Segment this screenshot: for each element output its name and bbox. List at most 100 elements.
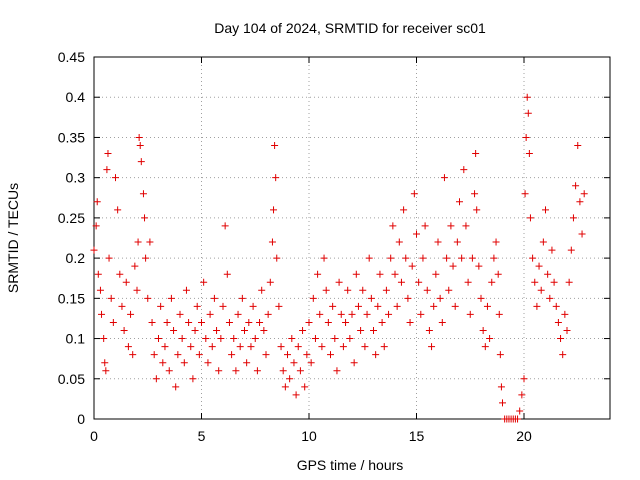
data-point	[430, 302, 438, 310]
data-point	[245, 318, 253, 326]
data-point	[279, 367, 287, 375]
data-point	[580, 190, 588, 198]
data-point	[387, 254, 395, 262]
data-point	[210, 294, 218, 302]
data-point	[576, 198, 584, 206]
data-point	[165, 367, 173, 375]
data-point	[352, 270, 360, 278]
data-point	[486, 335, 494, 343]
data-point	[425, 327, 433, 335]
data-point	[90, 246, 98, 254]
x-tick-label: 10	[301, 428, 317, 444]
data-point	[172, 383, 180, 391]
data-point	[440, 174, 448, 182]
data-point	[445, 286, 453, 294]
data-point	[290, 359, 298, 367]
data-point	[406, 318, 414, 326]
data-point	[391, 270, 399, 278]
data-point	[559, 351, 567, 359]
data-point	[122, 278, 130, 286]
data-point	[574, 141, 582, 149]
data-point	[550, 278, 558, 286]
data-point	[518, 391, 526, 399]
data-point	[529, 254, 537, 262]
data-point	[350, 359, 358, 367]
data-point	[460, 166, 468, 174]
data-point	[404, 294, 412, 302]
data-point	[348, 310, 356, 318]
data-point	[273, 254, 281, 262]
data-point	[271, 141, 279, 149]
data-point	[443, 254, 451, 262]
y-tick-label: 0.45	[58, 49, 85, 65]
data-point	[268, 238, 276, 246]
data-point	[247, 343, 255, 351]
data-point	[303, 351, 311, 359]
data-point	[182, 286, 190, 294]
data-point	[142, 254, 150, 262]
data-point	[251, 335, 259, 343]
data-point	[284, 351, 291, 359]
data-point	[567, 246, 575, 254]
data-point	[146, 238, 154, 246]
data-point	[456, 198, 463, 206]
y-tick-label: 0.1	[66, 331, 86, 347]
data-point	[150, 351, 158, 359]
data-point	[101, 359, 109, 367]
data-point	[100, 335, 108, 343]
data-point	[464, 278, 472, 286]
data-point	[393, 302, 401, 310]
data-point	[320, 254, 328, 262]
data-point	[483, 302, 491, 310]
data-point	[316, 310, 324, 318]
data-point	[417, 310, 425, 318]
data-point	[413, 230, 420, 238]
data-point	[365, 254, 373, 262]
data-point	[202, 335, 210, 343]
data-point	[189, 375, 197, 383]
data-point	[225, 318, 233, 326]
data-point	[367, 294, 375, 302]
data-point	[105, 254, 113, 262]
data-point	[296, 367, 304, 375]
data-point	[578, 230, 586, 238]
data-point	[94, 270, 102, 278]
data-point	[120, 327, 128, 335]
data-point	[361, 343, 369, 351]
x-axis-label: GPS time / hours	[297, 457, 404, 473]
data-point	[124, 343, 132, 351]
data-point	[428, 343, 436, 351]
data-point	[447, 222, 455, 230]
data-point	[107, 294, 115, 302]
data-point	[223, 270, 231, 278]
y-tick-label: 0	[77, 411, 85, 427]
data-point	[477, 294, 485, 302]
data-point	[520, 375, 528, 383]
data-point	[167, 294, 175, 302]
y-tick-label: 0.25	[58, 210, 85, 226]
data-point	[170, 327, 178, 335]
data-point	[471, 190, 479, 198]
data-point	[136, 141, 144, 149]
data-point	[569, 214, 577, 222]
data-point	[492, 238, 500, 246]
data-point	[180, 359, 188, 367]
data-point	[359, 286, 367, 294]
data-point	[363, 310, 371, 318]
data-point	[462, 222, 470, 230]
data-point	[204, 359, 212, 367]
data-point	[238, 294, 246, 302]
y-tick-label: 0.3	[66, 170, 86, 186]
data-point	[266, 278, 274, 286]
data-point	[234, 310, 242, 318]
data-point	[572, 182, 580, 190]
data-point	[481, 343, 489, 351]
chart-title: Day 104 of 2024, SRMTID for receiver sc0…	[214, 20, 486, 36]
data-point	[292, 391, 300, 399]
data-point	[385, 310, 393, 318]
data-point	[155, 335, 162, 343]
data-point	[346, 335, 354, 343]
y-tick-label: 0.2	[66, 250, 86, 266]
data-point	[458, 254, 466, 262]
data-point	[522, 133, 530, 141]
